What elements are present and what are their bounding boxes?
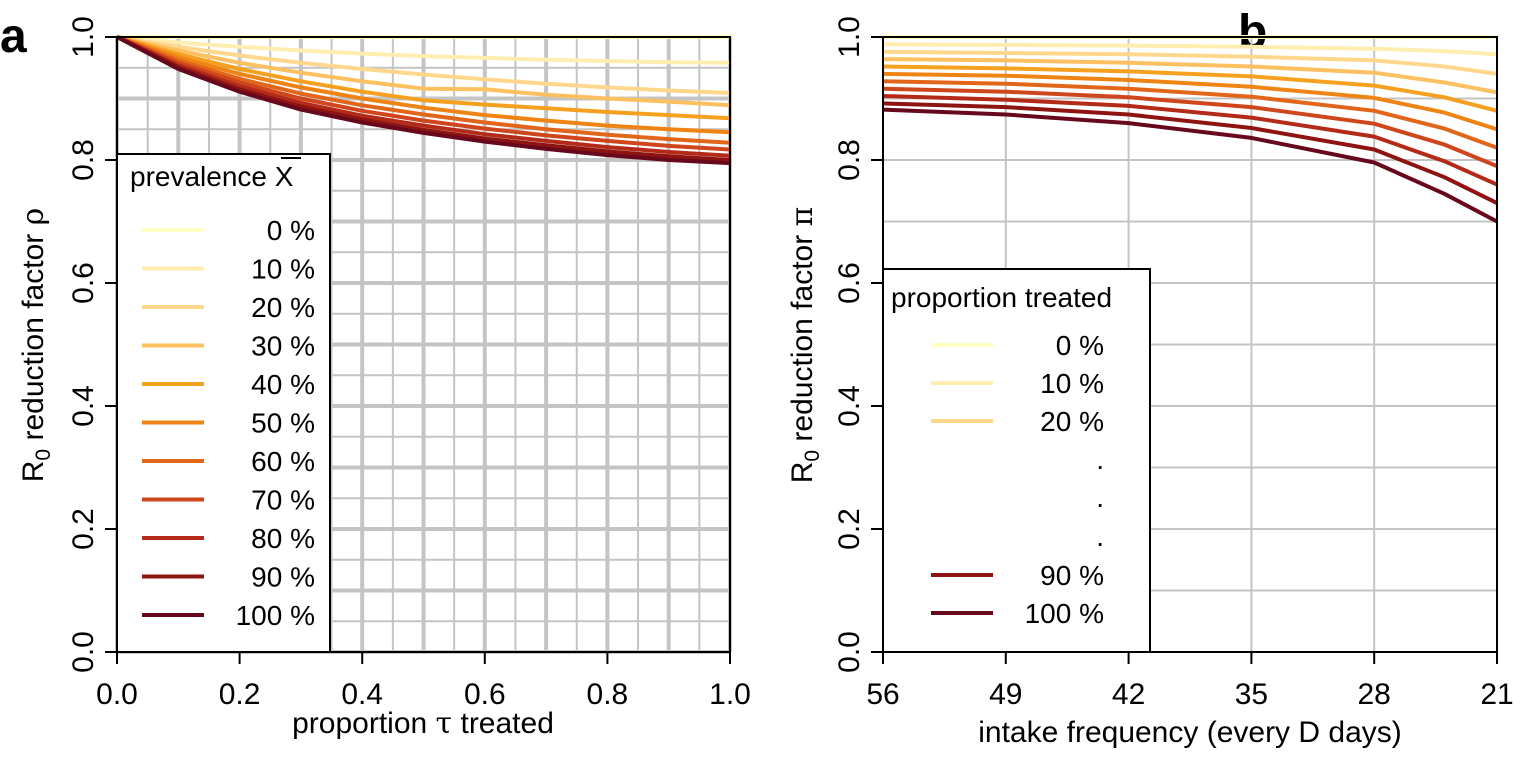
- series-line-b-70pct: [882, 86, 1498, 168]
- legend-label-a: 50 %: [251, 408, 315, 439]
- panel-b: b 56 49 42 35 28 21 0.0 0.2 0.4 0.6 0.8 1.0 intake…: [785, 6, 1514, 749]
- y-axis-title-b: R0 reduction factor π: [785, 207, 824, 484]
- y-tick-label-a: 0.0: [67, 631, 100, 673]
- series-line-b-90pct: [882, 101, 1498, 205]
- series-line-a-40pct: [116, 35, 731, 121]
- x-axis-title-a: proportion τ treated: [292, 706, 554, 741]
- x-ticks-a: 0.0 0.2 0.4 0.6 0.8 1.0: [96, 652, 751, 711]
- legend-label-b: 0 %: [1056, 330, 1104, 361]
- y-tick-label-a: 0.4: [67, 385, 100, 427]
- x-tick-label-b: 21: [1480, 678, 1513, 711]
- y-tick-label-b: 0.2: [833, 508, 866, 550]
- series-line-a-50pct: [116, 35, 731, 135]
- legend-label-a: 30 %: [251, 331, 315, 362]
- series-lines-b: [882, 35, 1498, 224]
- legend-entries-a: 0 % 10 % 20 % 30 % 40 % 50 % 60 % 70 % 80 % 90 % 1…: [142, 215, 315, 631]
- x-tick-label-a: 0.6: [464, 678, 506, 711]
- legend-a: prevalence X 0 % 10 % 20 % 30 % 40 % 50 % 60 %…: [116, 153, 331, 653]
- series-line-a-80pct: [116, 35, 731, 158]
- y-tick-label-b: 0.6: [833, 262, 866, 304]
- series-line-a-100pct: [116, 35, 731, 166]
- y-tick-label-b: 0.4: [833, 385, 866, 427]
- legend-label-a: 40 %: [251, 369, 315, 400]
- legend-label-a: 10 %: [251, 254, 315, 285]
- legend-label-a: 20 %: [251, 292, 315, 323]
- legend-label-a: 60 %: [251, 446, 315, 477]
- x-tick-label-b: 42: [1112, 678, 1145, 711]
- x-tick-label-a: 0.4: [341, 678, 383, 711]
- legend-label-b: 10 %: [1040, 368, 1104, 399]
- legend-b: proportion treated 0 % 10 % 20 % 90 % 100 %.…: [882, 268, 1151, 653]
- series-line-b-100pct: [882, 107, 1498, 224]
- legend-entries-b: 0 % 10 % 20 % 90 % 100 %...: [931, 330, 1104, 629]
- x-tick-label-a: 0.8: [587, 678, 629, 711]
- x-tick-label-b: 35: [1235, 678, 1268, 711]
- x-tick-label-a: 0.0: [96, 678, 138, 711]
- series-line-b-60pct: [882, 79, 1498, 150]
- x-tick-label-b: 56: [866, 678, 899, 711]
- y-tick-label-a: 0.8: [67, 139, 100, 181]
- series-line-b-30pct: [882, 57, 1498, 95]
- legend-label-a: 100 %: [236, 600, 315, 631]
- series-line-a-10pct: [116, 35, 731, 65]
- y-tick-label-b: 1.0: [833, 16, 866, 58]
- y-tick-label-b: 0.0: [833, 631, 866, 673]
- y-tick-label-a: 0.2: [67, 508, 100, 550]
- legend-ellipsis-b: .: [1096, 521, 1104, 552]
- series-line-b-50pct: [882, 71, 1498, 132]
- y-ticks-b: 0.0 0.2 0.4 0.6 0.8 1.0: [833, 16, 883, 673]
- legend-box-b: [882, 268, 1151, 653]
- x-axis-title-b: intake frequency (every D days): [978, 716, 1402, 749]
- series-line-b-40pct: [882, 64, 1498, 113]
- panel-letter-b: b: [1238, 6, 1267, 59]
- x-tick-label-b: 28: [1358, 678, 1391, 711]
- legend-label-b: 100 %: [1025, 598, 1104, 629]
- y-tick-label-a: 1.0: [67, 16, 100, 58]
- series-line-a-20pct: [116, 35, 731, 95]
- panel-letter-a: a: [0, 10, 27, 63]
- legend-label-a: 0 %: [267, 215, 315, 246]
- panel-a: a 0.0 0.2 0.4 0.6 0.8 1.0 0.00.20.40.60.81.0 …: [0, 10, 751, 741]
- legend-label-a: 90 %: [251, 562, 315, 593]
- y-axis-title-a: R0 reduction factor ρ: [16, 208, 55, 482]
- legend-label-a: 70 %: [251, 485, 315, 516]
- series-line-a-60pct: [116, 35, 731, 145]
- legend-ellipsis-b: .: [1096, 444, 1104, 475]
- y-tick-label-a: 0.6: [67, 262, 100, 304]
- x-ticks-b: 56 49 42 35 28 21: [866, 652, 1514, 711]
- series-line-a-90pct: [116, 35, 731, 162]
- x-tick-label-a: 1.0: [709, 678, 751, 711]
- series-line-b-80pct: [882, 94, 1498, 187]
- y-tick-label-b: 0.8: [833, 139, 866, 181]
- legend-box-a: [116, 153, 331, 653]
- series-line-b-10pct: [882, 42, 1498, 57]
- x-tick-label-a: 0.2: [219, 678, 261, 711]
- series-line-b-20pct: [882, 49, 1498, 76]
- series-lines-a: [116, 35, 731, 166]
- y-ticks-a: 0.0 0.2 0.4 0.6 0.8 1.0: [67, 16, 117, 673]
- x-tick-label-b: 49: [989, 678, 1022, 711]
- legend-label-b: 20 %: [1040, 406, 1104, 437]
- legend-title-a: prevalence X: [130, 161, 294, 192]
- series-line-a-30pct: [116, 35, 731, 108]
- legend-label-a: 80 %: [251, 523, 315, 554]
- series-line-a-70pct: [116, 35, 731, 152]
- legend-label-b: 90 %: [1040, 560, 1104, 591]
- legend-title-b: proportion treated: [891, 282, 1112, 313]
- legend-ellipsis-b: .: [1096, 482, 1104, 513]
